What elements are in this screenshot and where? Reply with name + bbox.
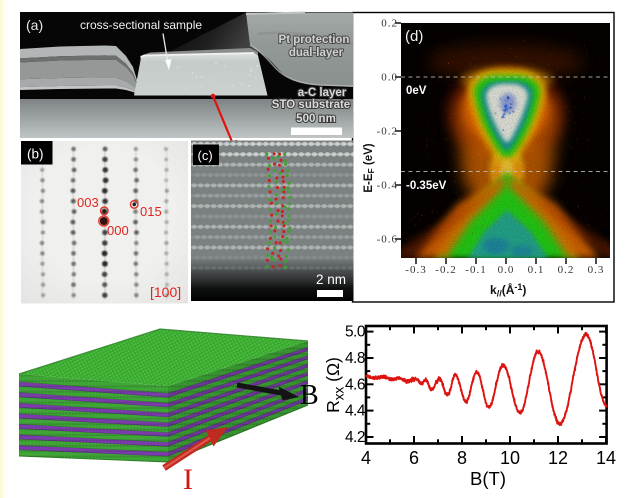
svg-text:STO substrate: STO substrate (272, 99, 350, 111)
svg-text:10: 10 (500, 448, 520, 468)
svg-text:14: 14 (596, 448, 616, 468)
svg-text:dual-layer: dual-layer (289, 47, 344, 59)
svg-text:500 nm: 500 nm (296, 113, 336, 125)
svg-text:-0.3: -0.3 (405, 264, 426, 276)
svg-text:E-EF (eV): E-EF (eV) (363, 143, 376, 192)
svg-text:003: 003 (77, 195, 99, 210)
svg-text:5.0: 5.0 (345, 324, 366, 341)
svg-text:Pt protection: Pt protection (279, 34, 350, 46)
svg-text:-0.2: -0.2 (435, 264, 456, 276)
svg-text:-0.4: -0.4 (377, 180, 398, 192)
svg-text:8: 8 (457, 448, 467, 468)
svg-text:0.0: 0.0 (381, 72, 398, 84)
svg-text:4.8: 4.8 (345, 350, 365, 367)
svg-text:0.2: 0.2 (558, 264, 575, 276)
svg-text:0.1: 0.1 (528, 264, 545, 276)
svg-text:015: 015 (140, 204, 162, 219)
svg-text:B: B (300, 380, 319, 411)
svg-text:6: 6 (409, 448, 419, 468)
svg-text:-0.2: -0.2 (377, 126, 398, 138)
svg-text:4.2: 4.2 (345, 429, 365, 446)
svg-text:(b): (b) (27, 147, 44, 162)
svg-text:cross-sectional sample: cross-sectional sample (80, 18, 202, 32)
svg-text:-0.1: -0.1 (465, 264, 486, 276)
svg-text:Rxx (Ω): Rxx (Ω) (323, 357, 347, 413)
svg-text:(c): (c) (198, 148, 213, 163)
svg-text:I: I (183, 463, 193, 496)
svg-text:4.4: 4.4 (345, 403, 366, 420)
svg-text:2 nm: 2 nm (316, 272, 346, 287)
svg-text:0.2: 0.2 (381, 18, 398, 30)
svg-text:4.6: 4.6 (345, 376, 365, 393)
svg-text:4: 4 (361, 448, 371, 468)
svg-text:B(T): B(T) (470, 468, 506, 489)
svg-text:0.0: 0.0 (498, 264, 515, 276)
svg-text:0.3: 0.3 (588, 264, 605, 276)
svg-text:[100]: [100] (150, 284, 181, 300)
svg-text:(a): (a) (26, 17, 43, 33)
svg-text:12: 12 (548, 448, 568, 468)
svg-text:(d): (d) (405, 28, 423, 45)
svg-text:a-C layer: a-C layer (298, 87, 347, 99)
svg-text:-0.6: -0.6 (377, 234, 398, 246)
svg-text:-0.35eV: -0.35eV (406, 180, 447, 192)
svg-text:0eV: 0eV (406, 85, 427, 97)
svg-text:000: 000 (107, 223, 129, 238)
